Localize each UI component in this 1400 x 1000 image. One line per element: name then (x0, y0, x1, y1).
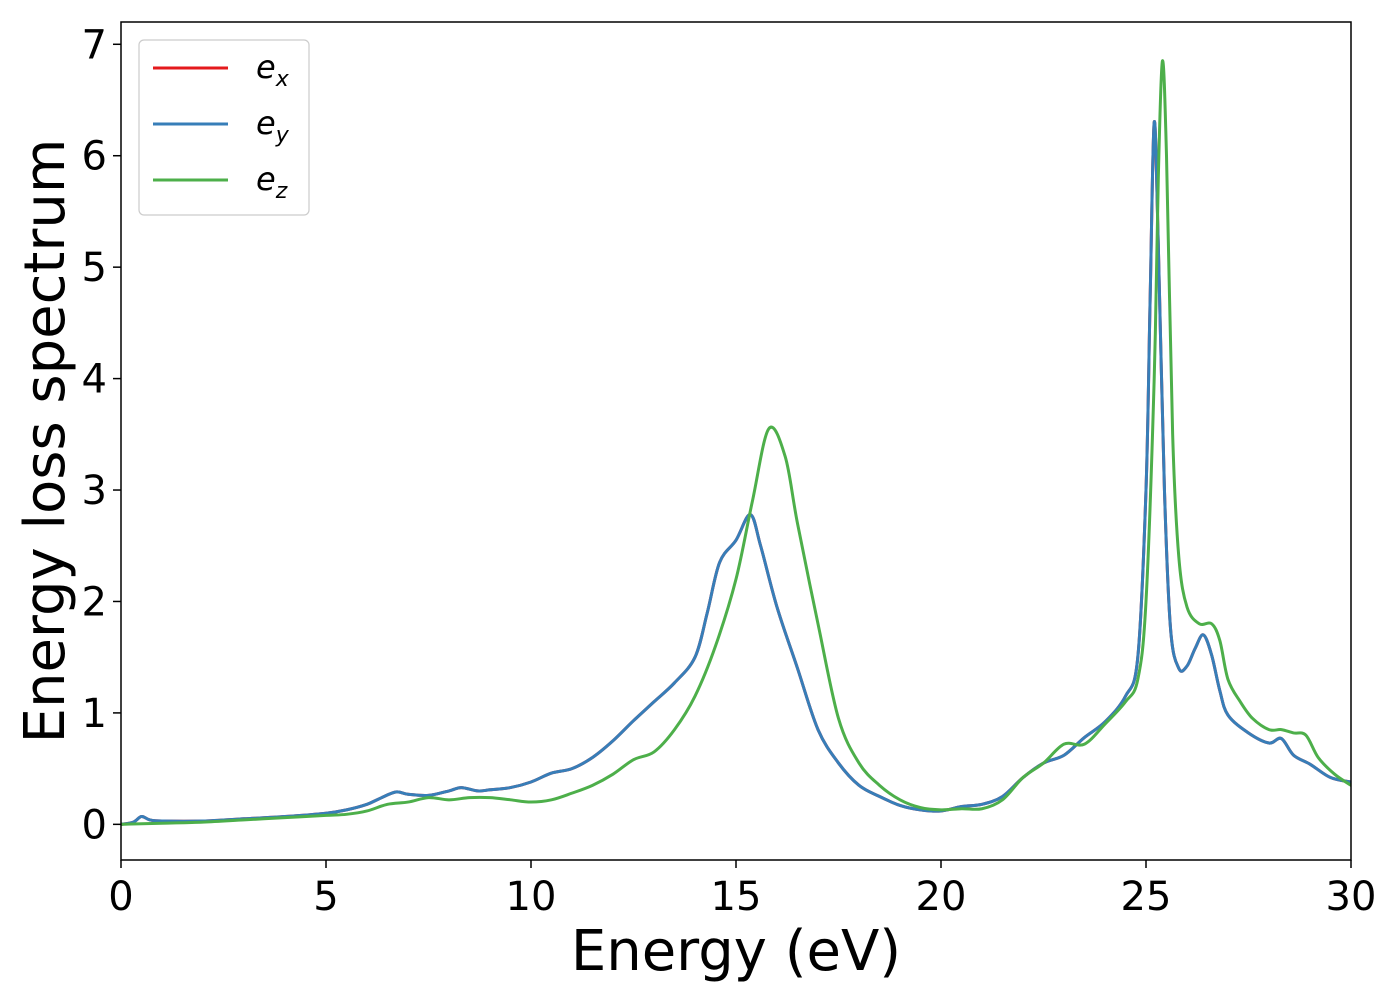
y-tick-label: 4 (82, 357, 107, 403)
x-tick-label: 30 (1326, 874, 1377, 920)
legend-label-z: ez (256, 160, 288, 204)
series-line-e-z (121, 59, 1351, 826)
y-tick-label: 3 (82, 468, 107, 514)
y-axis: 0 1 2 3 4 5 6 7 (82, 22, 121, 848)
x-tick-label: 25 (1121, 874, 1172, 920)
y-tick-label: 6 (82, 134, 107, 180)
legend-label-x: ex (256, 48, 290, 92)
series-line-e-y (121, 120, 1351, 826)
x-tick-label: 10 (506, 874, 557, 920)
legend: ex ey ez (138, 39, 310, 216)
legend-box (138, 39, 310, 216)
series-line-e-x (121, 120, 1351, 826)
y-tick-label: 7 (82, 22, 107, 68)
y-tick-label: 1 (82, 691, 107, 737)
series-layer (121, 59, 1351, 826)
x-axis-title: Energy (eV) (571, 919, 901, 984)
legend-label-y: ey (256, 104, 290, 148)
y-tick-label: 2 (82, 579, 107, 625)
x-tick-label: 0 (108, 874, 133, 920)
x-axis: 0 5 10 15 20 25 30 (108, 860, 1376, 920)
x-tick-label: 15 (711, 874, 762, 920)
x-tick-label: 5 (313, 874, 338, 920)
y-tick-label: 0 (82, 802, 107, 848)
x-tick-label: 20 (916, 874, 967, 920)
y-tick-label: 5 (82, 245, 107, 291)
y-axis-title: Energy loss spectrum (13, 139, 78, 744)
